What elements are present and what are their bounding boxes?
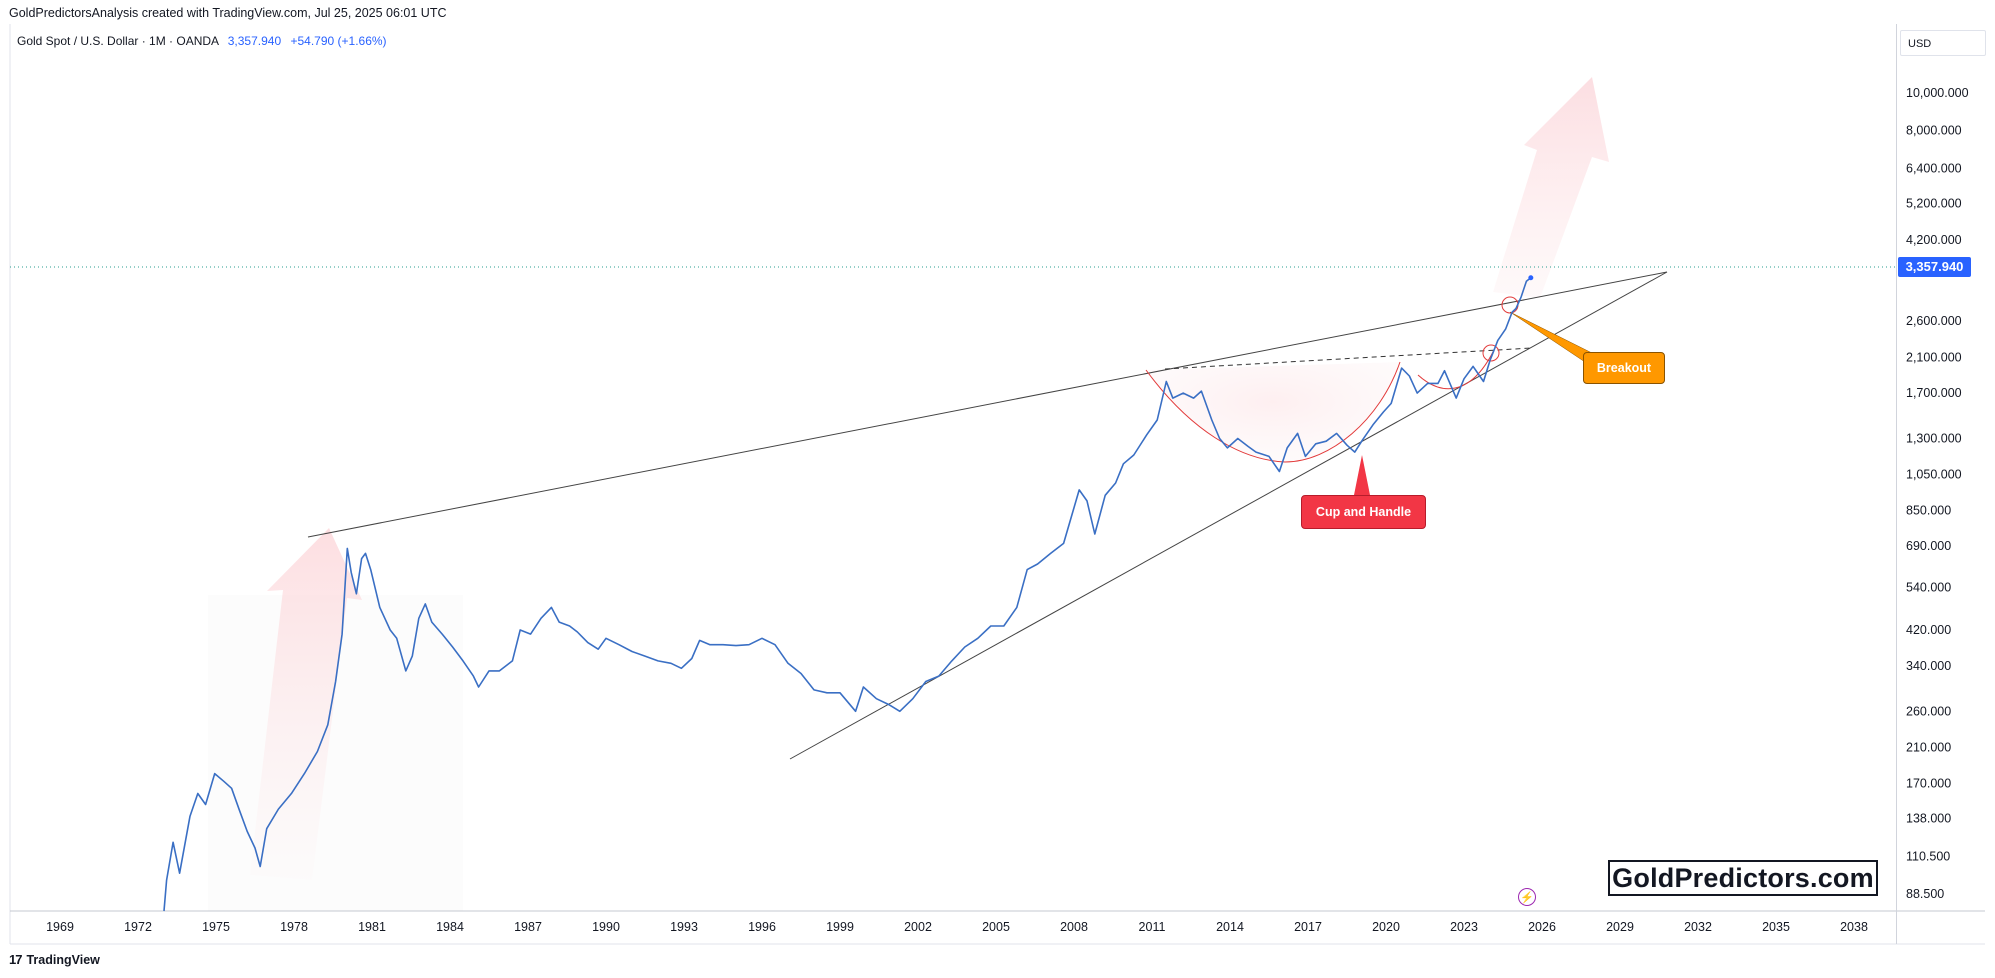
upper-trendline — [307, 271, 1668, 538]
x-tick-label: 2032 — [1684, 920, 1712, 934]
y-tick-label: 1,050.000 — [1906, 468, 1962, 482]
tradingview-logo-icon: 17 — [9, 952, 23, 967]
x-tick-label: 2023 — [1450, 920, 1478, 934]
y-tick-label: 6,400.000 — [1906, 161, 1962, 175]
currency-button[interactable]: USD — [1900, 30, 1986, 56]
y-tick-label: 690.000 — [1906, 539, 1951, 553]
x-tick-label: 2020 — [1372, 920, 1400, 934]
last-price-badge: 3,357.940 — [1898, 257, 1971, 277]
chart-header-title: GoldPredictorsAnalysis created with Trad… — [9, 6, 447, 20]
x-tick-label: 2035 — [1762, 920, 1790, 934]
y-tick-label: 2,100.000 — [1906, 350, 1962, 364]
tradingview-brand: TradingView — [26, 952, 100, 967]
y-tick-label: 4,200.000 — [1906, 233, 1962, 247]
tradingview-footer[interactable]: 17 TradingView — [9, 952, 100, 967]
background-annotations-layer — [208, 77, 1609, 911]
chart-frame — [9, 24, 1985, 945]
x-tick-label: 1981 — [358, 920, 386, 934]
x-tick-label: 2029 — [1606, 920, 1634, 934]
y-tick-label: 5,200.000 — [1906, 197, 1962, 211]
y-tick-label: 170.000 — [1906, 776, 1951, 790]
y-tick-label: 210.000 — [1906, 740, 1951, 754]
y-tick-label: 850.000 — [1906, 504, 1951, 518]
y-tick-label: 10,000.000 — [1906, 86, 1969, 100]
symbol-legend: Gold Spot / U.S. Dollar · 1M · OANDA 3,3… — [17, 34, 387, 48]
handle-arc — [1417, 349, 1495, 390]
y-tick-label: 2,600.000 — [1906, 314, 1962, 328]
cup-callout-pointer — [1354, 455, 1370, 495]
breakout-callout[interactable]: Breakout — [1583, 352, 1665, 384]
y-tick-label: 540.000 — [1906, 580, 1951, 594]
x-tick-label: 2002 — [904, 920, 932, 934]
x-tick-label: 1996 — [748, 920, 776, 934]
price-series-line — [163, 277, 1532, 912]
x-axis: 1969 1972 1975 1978 1981 1984 1987 1990 1993 1996… — [46, 920, 1868, 934]
x-tick-label: 1978 — [280, 920, 308, 934]
rally-arrow-projection — [1493, 77, 1609, 298]
cup-fill — [1146, 362, 1400, 462]
symbol-price: 3,357.940 — [227, 34, 282, 48]
x-tick-label: 2005 — [982, 920, 1010, 934]
rally-arrow-1980 — [250, 528, 362, 880]
x-tick-label: 2026 — [1528, 920, 1556, 934]
neckline-dashed — [1164, 347, 1533, 370]
y-tick-label: 88.500 — [1906, 887, 1944, 901]
x-tick-label: 1999 — [826, 920, 854, 934]
x-tick-label: 1984 — [436, 920, 464, 934]
breakout-circle-neckline — [1482, 344, 1500, 362]
y-tick-label: 1,300.000 — [1906, 432, 1962, 446]
lightning-icon[interactable]: ⚡ — [1518, 888, 1536, 906]
site-watermark: GoldPredictors.com — [1608, 860, 1878, 896]
x-tick-label: 2011 — [1139, 920, 1166, 934]
y-axis: 88.500 110.500 138.000 170.000 210.000 260.00… — [1906, 86, 1969, 901]
symbol-name: Gold Spot / U.S. Dollar · 1M · OANDA — [17, 34, 219, 48]
y-tick-label: 1,700.000 — [1906, 386, 1962, 400]
x-tick-label: 1969 — [46, 920, 74, 934]
price-series-layer — [163, 275, 1534, 912]
y-tick-label: 138.000 — [1906, 812, 1951, 826]
y-tick-label: 260.000 — [1906, 704, 1951, 718]
symbol-change: +54.790 (+1.66%) — [290, 34, 387, 48]
x-tick-label: 1987 — [514, 920, 542, 934]
x-tick-label: 2017 — [1294, 920, 1322, 934]
y-tick-label: 420.000 — [1906, 623, 1951, 637]
x-tick-label: 2038 — [1840, 920, 1868, 934]
last-price-point — [1528, 275, 1534, 281]
y-tick-label: 8,000.000 — [1906, 124, 1962, 138]
x-tick-label: 2008 — [1060, 920, 1088, 934]
y-tick-label: 110.500 — [1906, 849, 1950, 863]
x-tick-label: 1972 — [124, 920, 152, 934]
x-tick-label: 1990 — [592, 920, 620, 934]
x-tick-label: 1993 — [670, 920, 698, 934]
x-tick-label: 2014 — [1216, 920, 1244, 934]
cup-and-handle-callout[interactable]: Cup and Handle — [1301, 495, 1426, 529]
trendlines-layer — [307, 271, 1668, 760]
breakout-circle-trendline — [1501, 296, 1519, 314]
y-tick-label: 340.000 — [1906, 659, 1951, 673]
x-tick-label: 1975 — [202, 920, 230, 934]
price-axis-border — [1896, 24, 1897, 944]
cup-arc — [1145, 361, 1401, 463]
